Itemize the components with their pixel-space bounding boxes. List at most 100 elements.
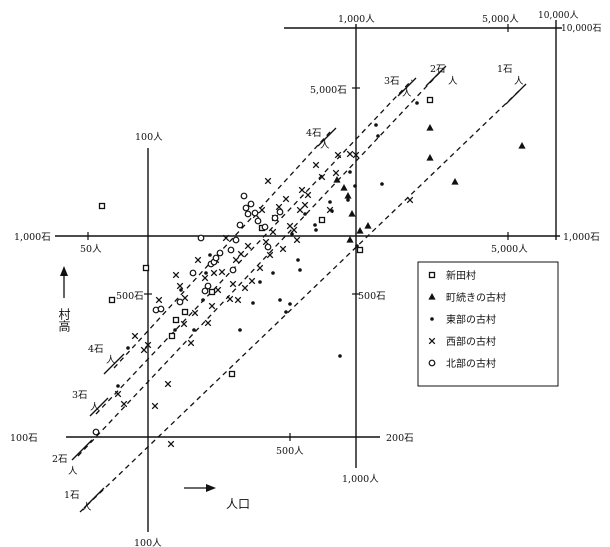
data-point-circle <box>216 249 224 257</box>
data-point-square <box>208 288 216 296</box>
ratio-line-1koku <box>79 89 521 513</box>
data-point-square <box>426 96 434 104</box>
data-point-dot <box>298 268 302 272</box>
ratio-line-3koku <box>95 79 413 415</box>
data-point-circle <box>247 200 255 208</box>
data-point-cross <box>164 380 172 388</box>
data-point-cross <box>201 274 209 282</box>
data-point-circle <box>244 210 252 218</box>
data-point-cross <box>301 201 309 209</box>
data-point-dot <box>271 271 275 275</box>
data-point-circle <box>251 209 259 217</box>
data-point-cross <box>346 150 354 158</box>
ratio-label-3-bottom-koku: 3石 <box>72 390 88 401</box>
data-point-square <box>142 264 150 272</box>
data-point-square <box>356 246 364 254</box>
data-point-cross <box>208 302 216 310</box>
data-point-triangle <box>426 124 434 131</box>
data-point-dot <box>290 232 294 236</box>
x-axis-arrow-head <box>206 484 216 492</box>
tick-label-10000-people: 10,000人 <box>538 10 579 21</box>
data-point-dot <box>303 212 307 216</box>
data-point-square <box>318 216 326 224</box>
legend-label-triangle: 町続きの古村 <box>446 291 506 304</box>
data-point-dot <box>296 258 300 262</box>
data-point-circle <box>176 298 184 306</box>
data-point-cross <box>140 346 148 354</box>
tick-labels: 1,000人 5,000人 10,000人 10,000石 5,000石 100… <box>10 10 602 547</box>
data-point-circle <box>261 223 269 231</box>
legend-marker-cross <box>428 337 436 345</box>
data-point-square <box>98 202 106 210</box>
ratio-label-3-top-per: 人 <box>402 88 412 99</box>
tick-label-5000-people-top: 5,000人 <box>482 14 519 25</box>
data-point-cross <box>334 151 342 159</box>
data-point-cross <box>204 319 212 327</box>
data-point-cross <box>151 402 159 410</box>
data-point-square <box>172 316 180 324</box>
data-point-cross <box>218 268 226 276</box>
data-point-cross <box>318 173 326 181</box>
data-point-cross <box>187 339 195 347</box>
tick-label-100-people-top: 100人 <box>135 132 163 143</box>
data-point-cross <box>131 332 139 340</box>
data-point-cross <box>232 256 240 264</box>
data-point-cross <box>332 169 340 177</box>
data-point-dot <box>116 384 120 388</box>
ratio-label-1-top-koku: 1石 <box>497 64 513 75</box>
data-point-triangle <box>344 192 352 199</box>
data-point-cross <box>234 296 242 304</box>
data-point-circle <box>232 236 240 244</box>
legend-marker-circle <box>428 359 436 367</box>
data-point-triangle <box>333 176 341 183</box>
ratio-labels: 1石 人 2石 人 3石 人 4石 人 4石 人 3石 人 2石 人 1石 人 <box>52 64 524 513</box>
tick-label-5000-people-mid: 5,000人 <box>491 244 528 255</box>
data-point-dot <box>374 123 378 127</box>
data-point-dot <box>179 288 183 292</box>
data-point-circle <box>242 204 250 212</box>
ratio-label-4-bottom-koku: 4石 <box>88 344 104 355</box>
data-point-dot <box>415 101 419 105</box>
data-point-cross <box>237 250 245 258</box>
tick-label-100-koku: 100石 <box>10 433 38 444</box>
data-point-cross <box>312 161 320 169</box>
tick-label-50-people: 50人 <box>80 244 102 255</box>
data-point-circle <box>201 287 209 295</box>
tick-label-500-koku-left: 500石 <box>116 291 144 302</box>
data-point-circle <box>204 282 212 290</box>
data-point-cross <box>155 296 163 304</box>
data-point-dot <box>204 271 208 275</box>
data-point-dot <box>376 134 380 138</box>
data-point-cross <box>241 284 249 292</box>
tick-label-1000-people-top: 1,000人 <box>338 14 375 25</box>
data-point-circle <box>264 243 272 251</box>
data-point-cross <box>222 234 230 242</box>
data-point-triangle <box>518 142 526 149</box>
data-point-cross <box>194 256 202 264</box>
data-point-dot <box>328 200 332 204</box>
data-point-dot <box>338 354 342 358</box>
legend-marker-square <box>428 271 436 279</box>
data-point-circle <box>197 234 205 242</box>
legend-label-cross: 西部の古村 <box>446 335 496 348</box>
legend-marker-dot <box>430 317 434 321</box>
ratio-line-2koku <box>77 69 443 457</box>
x-axis-label: 人口 <box>226 497 250 511</box>
data-point-square <box>228 370 236 378</box>
legend-label-square: 新田村 <box>446 269 476 282</box>
ratio-label-1-top-per: 人 <box>514 76 524 87</box>
data-point-cross <box>248 277 256 285</box>
data-point-circle <box>229 266 237 274</box>
data-point-cross <box>326 206 334 214</box>
data-point-cross <box>304 191 312 199</box>
ratio-lines <box>71 65 527 513</box>
data-point-dot <box>348 170 352 174</box>
data-point-cross <box>282 195 290 203</box>
data-point-circle <box>254 217 262 225</box>
data-point-dot <box>313 223 317 227</box>
ratio-line-4koku <box>113 131 331 369</box>
data-point-cross <box>406 196 414 204</box>
data-point-dot <box>126 346 130 350</box>
